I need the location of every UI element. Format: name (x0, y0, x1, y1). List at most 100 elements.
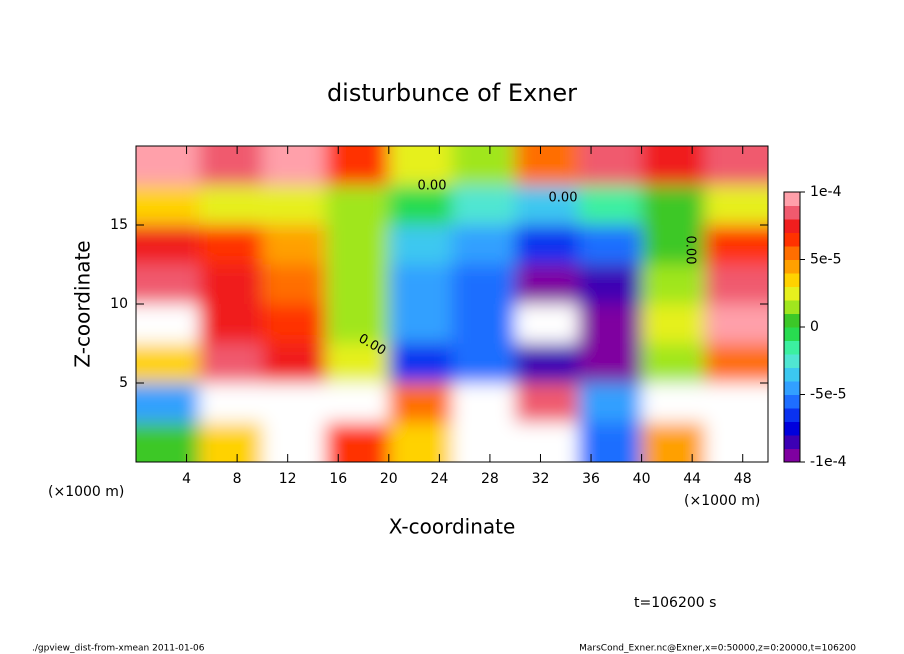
field-cell (136, 146, 200, 186)
field-cell (388, 225, 452, 265)
field-cell (325, 185, 389, 225)
colorbar-swatch (784, 205, 800, 220)
field-cell (262, 343, 326, 383)
field-cell (704, 146, 768, 186)
colorbar-tick-label: -1e-4 (810, 454, 847, 470)
field-cell (136, 383, 200, 423)
x-tick-label: 40 (633, 471, 651, 487)
field-cell (515, 264, 579, 304)
field-cell (388, 304, 452, 344)
x-tick-label: 8 (233, 471, 242, 487)
field-cell (452, 146, 516, 186)
field-cell (515, 185, 579, 225)
field-cell (262, 185, 326, 225)
field-cell (641, 343, 705, 383)
chart-title: disturbunce of Exner (327, 79, 577, 107)
colorbar-swatch (784, 300, 800, 314)
field-cell (325, 422, 389, 462)
field-cell (641, 264, 705, 304)
contour-label: 0.00 (683, 236, 698, 265)
field-cell (641, 146, 705, 186)
field-cell (452, 343, 516, 383)
field-cell (515, 146, 579, 186)
y-axis-label: Z-coordinate (71, 240, 95, 367)
colorbar-swatch (784, 273, 800, 287)
colorbar-swatch (784, 435, 800, 449)
x-unit-label: (×1000 m) (684, 493, 760, 509)
field-cell (136, 264, 200, 304)
field-cell (704, 185, 768, 225)
field-cell (325, 304, 389, 344)
field-cell (136, 185, 200, 225)
field-cell (704, 343, 768, 383)
x-tick-label: 16 (329, 471, 347, 487)
x-axis-label: X-coordinate (389, 515, 516, 539)
y-tick-label: 10 (110, 296, 128, 312)
x-tick-label: 32 (532, 471, 550, 487)
field-cell (136, 225, 200, 265)
field-cell (641, 225, 705, 265)
field-cell (704, 422, 768, 462)
y-tick-label: 5 (119, 375, 128, 391)
field-cell (641, 422, 705, 462)
colorbar-tick-label: -5e-5 (810, 387, 847, 403)
colorbar-swatch (784, 448, 800, 463)
field-cell (325, 343, 389, 383)
field-cell (578, 225, 642, 265)
field-cell (641, 304, 705, 344)
field-cell (388, 146, 452, 186)
colorbar-swatch (784, 246, 800, 260)
field-cell (578, 185, 642, 225)
x-tick-label: 48 (734, 471, 752, 487)
colorbar-tick-label: 5e-5 (810, 252, 841, 268)
field-cell (704, 264, 768, 304)
field-cell (578, 383, 642, 423)
field-cells (136, 146, 768, 462)
field-cell (199, 422, 263, 462)
field-cell (515, 225, 579, 265)
field-cell (641, 383, 705, 423)
field-cell (388, 422, 452, 462)
x-unit-label: (×1000 m) (48, 484, 124, 500)
colorbar-swatch (784, 367, 800, 382)
field-cell (704, 225, 768, 265)
field-cell (199, 185, 263, 225)
field-cell (262, 146, 326, 186)
field-cell (641, 185, 705, 225)
field-cell (452, 185, 516, 225)
field-cell (704, 304, 768, 344)
colorbar-swatch (784, 408, 800, 422)
x-tick-label: 28 (481, 471, 499, 487)
colorbar-swatch (784, 259, 800, 274)
field-cell (452, 383, 516, 423)
time-annotation: t=106200 s (634, 595, 716, 611)
field-cell (199, 264, 263, 304)
field-cell (136, 304, 200, 344)
x-tick-label: 44 (683, 471, 701, 487)
field-cell (136, 343, 200, 383)
field-cell (578, 146, 642, 186)
field-cell (262, 304, 326, 344)
field-cell (388, 264, 452, 304)
x-tick-label: 20 (380, 471, 398, 487)
field-cell (578, 264, 642, 304)
field-cell (452, 264, 516, 304)
footer-right: MarsCond_Exner.nc@Exner,x=0:50000,z=0:20… (579, 644, 856, 654)
colorbar-swatch (784, 354, 800, 368)
contour-label: 0.00 (549, 191, 578, 206)
colorbar-swatch (784, 327, 800, 341)
field-cell (325, 146, 389, 186)
field-cell (515, 422, 579, 462)
field-cell (578, 422, 642, 462)
x-tick-label: 12 (279, 471, 297, 487)
colorbar-swatch (784, 394, 800, 409)
field-cell (452, 422, 516, 462)
colorbar-tick-label: 1e-4 (810, 184, 842, 200)
colorbar-swatch (784, 381, 800, 395)
field-cell (452, 304, 516, 344)
y-tick-label: 15 (110, 217, 128, 233)
field-cell (515, 304, 579, 344)
field-cell (388, 185, 452, 225)
contour-label: 0.00 (418, 179, 447, 194)
